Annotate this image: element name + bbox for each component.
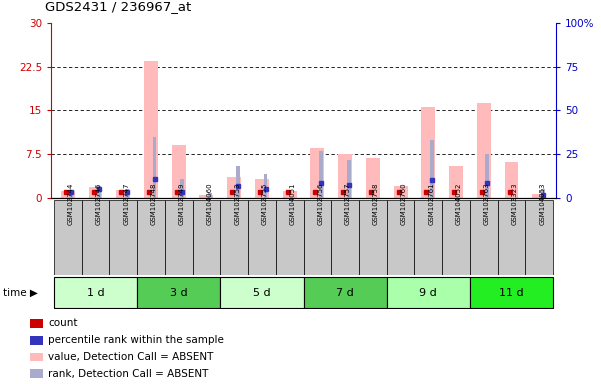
Text: GSM103323: GSM103323: [511, 183, 517, 225]
Bar: [221, 277, 304, 308]
Bar: [82, 200, 109, 275]
Bar: [359, 200, 386, 275]
Bar: [430, 139, 434, 198]
Text: 7 d: 7 d: [336, 288, 354, 298]
Bar: [366, 158, 380, 198]
Bar: [137, 200, 165, 275]
Text: GSM102749: GSM102749: [178, 183, 185, 225]
Bar: [338, 154, 352, 198]
Bar: [227, 177, 241, 198]
Bar: [449, 166, 463, 198]
Bar: [88, 187, 102, 198]
Bar: [97, 186, 101, 198]
Bar: [200, 195, 213, 198]
Bar: [125, 189, 129, 198]
Bar: [470, 200, 498, 275]
Text: rank, Detection Call = ABSENT: rank, Detection Call = ABSENT: [48, 369, 209, 379]
Text: GDS2431 / 236967_at: GDS2431 / 236967_at: [45, 0, 191, 13]
Bar: [29, 369, 43, 378]
Text: GSM102756: GSM102756: [317, 183, 323, 225]
Bar: [486, 154, 489, 198]
Bar: [236, 166, 240, 198]
Bar: [172, 146, 186, 198]
Bar: [255, 179, 269, 198]
Bar: [304, 200, 331, 275]
Bar: [221, 200, 248, 275]
Text: GSM102760: GSM102760: [401, 183, 407, 225]
Bar: [165, 200, 192, 275]
Bar: [61, 191, 75, 198]
Text: GSM102755: GSM102755: [262, 183, 268, 225]
Text: GSM102761: GSM102761: [429, 183, 435, 225]
Bar: [144, 61, 158, 198]
Bar: [276, 200, 304, 275]
Bar: [415, 200, 442, 275]
Bar: [29, 353, 43, 361]
Text: GSM102744: GSM102744: [68, 183, 74, 225]
Bar: [304, 277, 386, 308]
Bar: [541, 189, 545, 198]
Text: GSM102758: GSM102758: [373, 183, 379, 225]
Bar: [69, 190, 73, 198]
Bar: [192, 200, 221, 275]
Text: value, Detection Call = ABSENT: value, Detection Call = ABSENT: [48, 352, 214, 362]
Text: 9 d: 9 d: [419, 288, 437, 298]
Text: GSM104060: GSM104060: [206, 183, 212, 225]
Bar: [208, 193, 212, 198]
Bar: [282, 191, 296, 198]
Text: GSM104051: GSM104051: [290, 183, 296, 225]
Text: count: count: [48, 318, 78, 328]
Bar: [137, 277, 221, 308]
Text: GSM102753: GSM102753: [234, 183, 240, 225]
Text: 3 d: 3 d: [170, 288, 188, 298]
Bar: [442, 200, 470, 275]
Bar: [386, 277, 470, 308]
Bar: [394, 186, 407, 198]
Bar: [347, 160, 350, 198]
Text: percentile rank within the sample: percentile rank within the sample: [48, 335, 224, 345]
Text: GSM104052: GSM104052: [456, 183, 462, 225]
Text: time ▶: time ▶: [3, 288, 38, 298]
Bar: [29, 319, 43, 328]
Bar: [29, 336, 43, 344]
Bar: [525, 200, 553, 275]
Text: GSM102747: GSM102747: [123, 183, 129, 225]
Bar: [532, 194, 546, 198]
Bar: [319, 151, 323, 198]
Bar: [505, 162, 519, 198]
Bar: [264, 174, 267, 198]
Bar: [470, 277, 553, 308]
Bar: [54, 200, 82, 275]
Bar: [331, 200, 359, 275]
Text: GSM102763: GSM102763: [484, 183, 490, 225]
Text: 1 d: 1 d: [87, 288, 105, 298]
Text: 5 d: 5 d: [253, 288, 270, 298]
Bar: [248, 200, 276, 275]
Bar: [477, 103, 491, 198]
Bar: [311, 148, 325, 198]
Text: GSM104053: GSM104053: [539, 183, 545, 225]
Bar: [421, 108, 435, 198]
Bar: [498, 200, 525, 275]
Text: 11 d: 11 d: [499, 288, 524, 298]
Text: GSM102748: GSM102748: [151, 183, 157, 225]
Bar: [180, 179, 185, 198]
Bar: [109, 200, 137, 275]
Text: GSM102757: GSM102757: [345, 183, 351, 225]
Bar: [116, 190, 130, 198]
Text: GSM102746: GSM102746: [96, 183, 102, 225]
Bar: [386, 200, 415, 275]
Bar: [153, 137, 156, 198]
Bar: [54, 277, 137, 308]
